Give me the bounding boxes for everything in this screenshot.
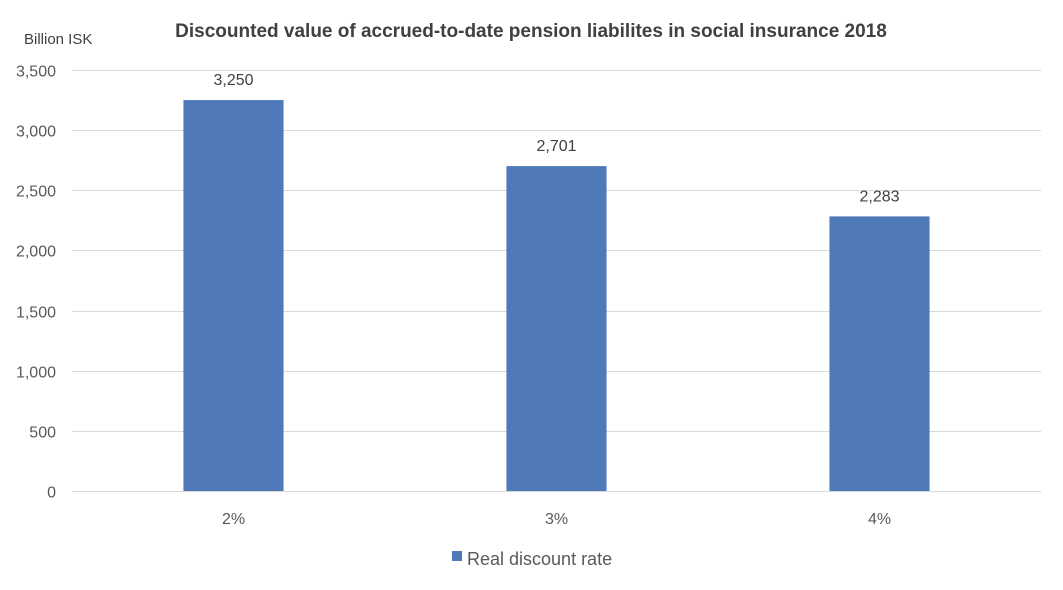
- bar: [506, 166, 607, 492]
- y-tick-label: 1,500: [16, 305, 56, 322]
- x-axis-ticks: 2% 3% 4%: [222, 511, 891, 528]
- y-tick-label: 2,500: [16, 184, 56, 201]
- data-label: 3,250: [213, 72, 253, 89]
- y-axis-ticks: 0 500 1,000 1,500 2,000 2,500 3,000 3,500: [16, 64, 56, 502]
- y-tick-label: 1,000: [16, 365, 56, 382]
- y-tick-label: 2,000: [16, 244, 56, 261]
- chart-title: Discounted value of accrued-to-date pens…: [175, 21, 887, 42]
- data-labels: 3,250 2,701 2,283: [213, 72, 899, 205]
- legend-label: Real discount rate: [467, 549, 612, 569]
- y-tick-label: 0: [47, 485, 56, 502]
- y-axis-unit-label: Billion ISK: [24, 31, 92, 48]
- legend: Real discount rate: [452, 549, 612, 569]
- bars: [183, 100, 930, 492]
- x-tick-label: 2%: [222, 511, 245, 528]
- data-label: 2,283: [859, 188, 899, 205]
- data-label: 2,701: [536, 138, 576, 155]
- x-tick-label: 3%: [545, 511, 568, 528]
- y-tick-label: 3,500: [16, 64, 56, 81]
- bar: [183, 100, 284, 492]
- bar: [829, 216, 930, 492]
- y-tick-label: 500: [29, 425, 56, 442]
- x-tick-label: 4%: [868, 511, 891, 528]
- y-tick-label: 3,000: [16, 124, 56, 141]
- legend-swatch: [452, 551, 462, 561]
